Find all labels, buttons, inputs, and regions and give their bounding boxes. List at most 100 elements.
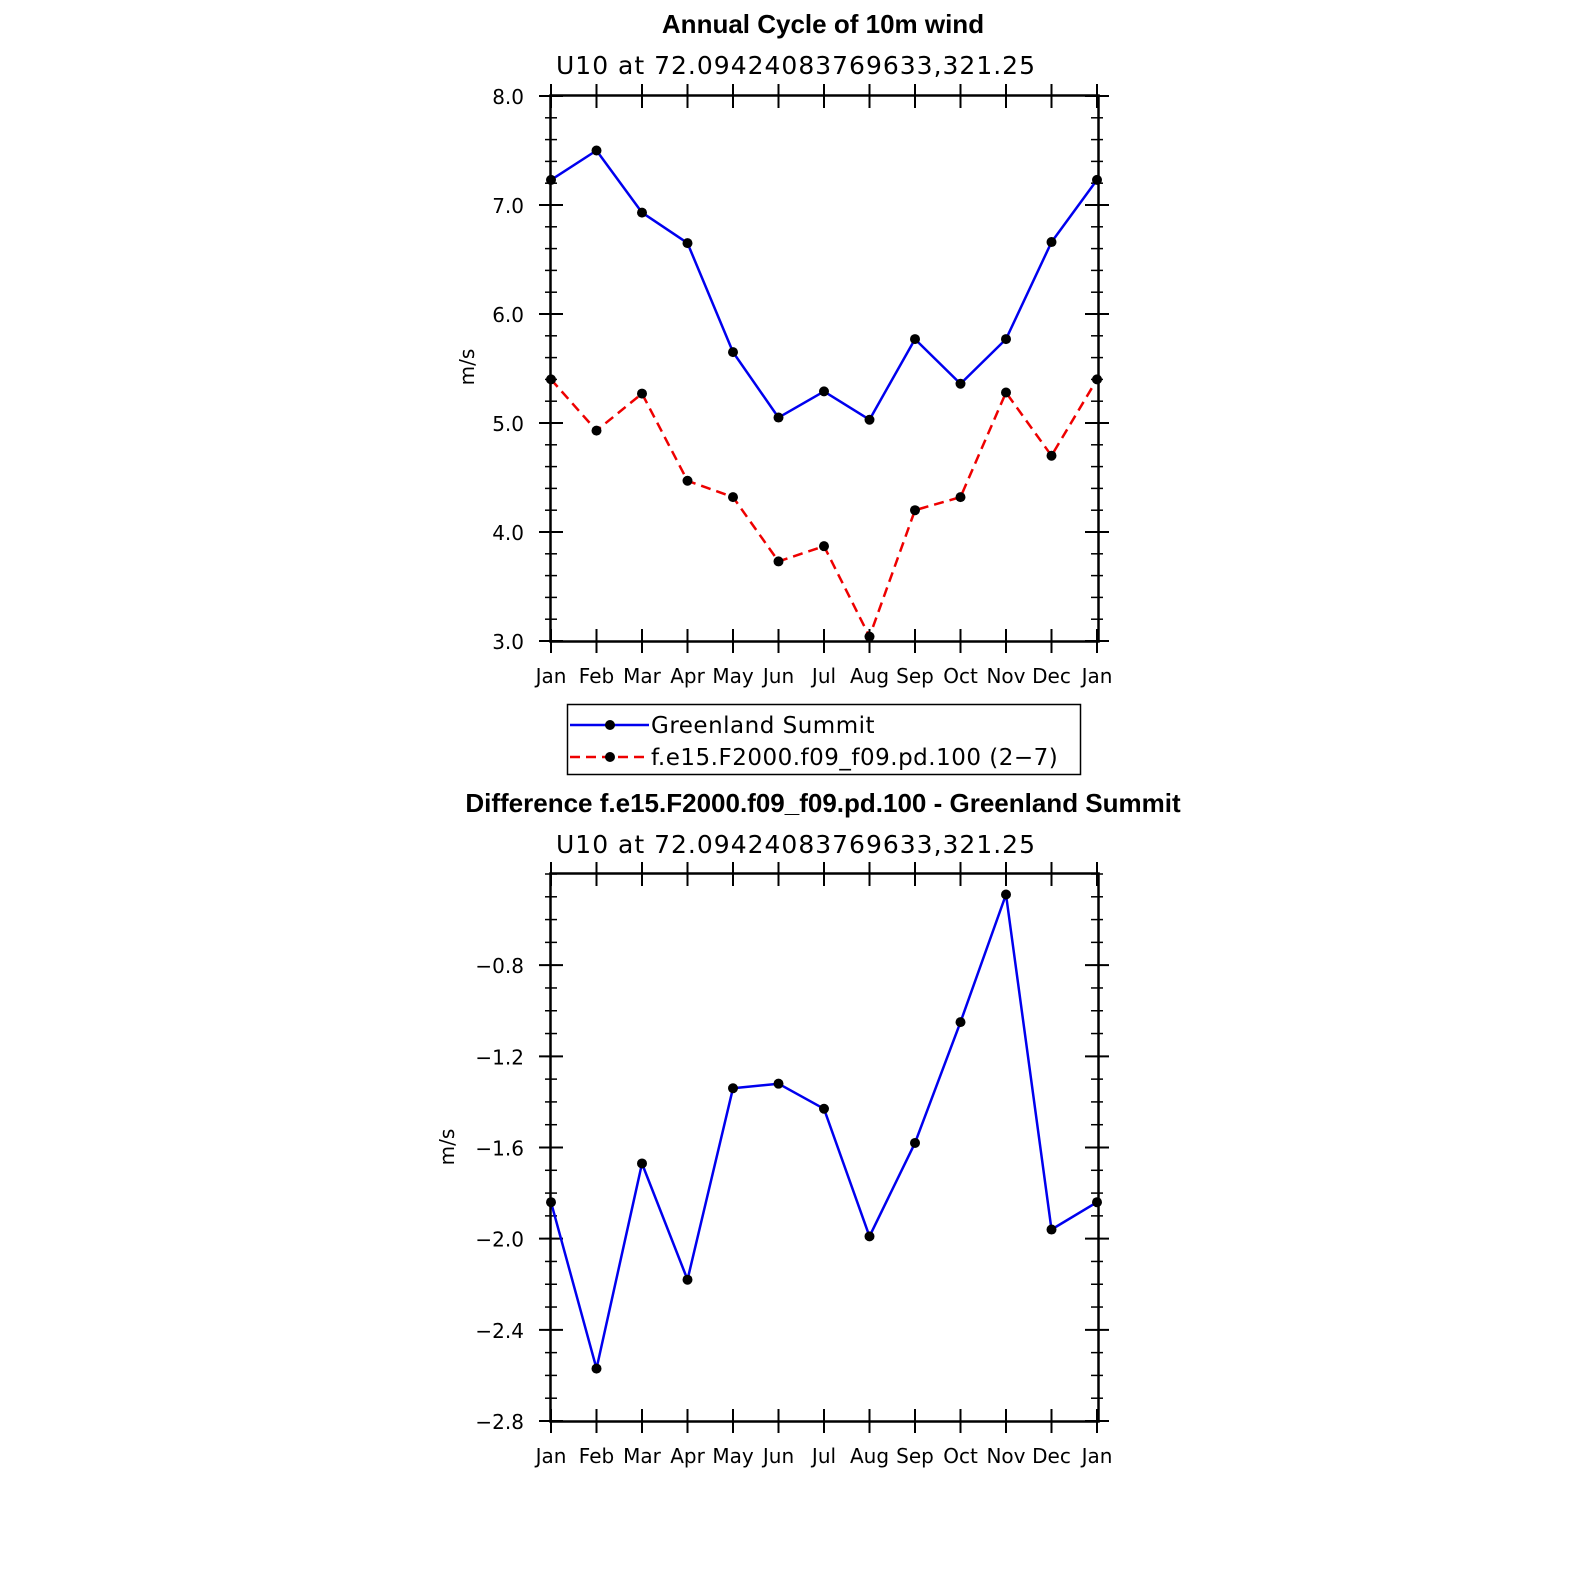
- difference-chart: Difference f.e15.F2000.f09_f09.pd.100 - …: [435, 788, 1181, 1468]
- legend: Greenland Summit f.e15.F2000.f09_f09.pd.…: [566, 703, 1082, 776]
- x-tick-label: Apr: [670, 664, 705, 688]
- data-point: [682, 238, 693, 249]
- x-tick-label: May: [712, 664, 754, 688]
- data-point: [955, 378, 966, 389]
- data-point: [728, 1083, 738, 1094]
- y-tick-label: −0.8: [475, 954, 524, 978]
- data-point: [819, 541, 829, 552]
- x-tick-label: Nov: [986, 1444, 1025, 1468]
- x-tick-label: Apr: [670, 1444, 705, 1468]
- y-tick-label: 6.0: [492, 303, 524, 327]
- data-point: [591, 145, 602, 156]
- chart-title: Difference f.e15.F2000.f09_f09.pd.100 - …: [465, 788, 1181, 818]
- y-tick-label: 3.0: [492, 630, 524, 654]
- data-point: [910, 1137, 920, 1148]
- data-point: [773, 412, 784, 423]
- data-point: [728, 492, 738, 503]
- x-tick-label: Jul: [810, 664, 836, 688]
- data-point: [1001, 334, 1011, 345]
- data-point: [864, 414, 875, 425]
- y-tick-label: 7.0: [492, 194, 524, 218]
- y-tick-label: 4.0: [492, 521, 524, 545]
- plot-frame: [549, 872, 1100, 1423]
- x-tick-label: Jan: [534, 1444, 567, 1468]
- data-point: [1092, 374, 1102, 385]
- x-tick-label: Sep: [896, 1444, 934, 1468]
- tick-labels: Jan Feb Mar Apr May Jun Jul Aug Sep Oct Nov Dec Jan 3…: [492, 85, 1112, 688]
- x-tick-label: Jan: [1080, 664, 1113, 688]
- legend-marker-greenland-summit: [605, 720, 615, 730]
- x-tick-label: Dec: [1032, 664, 1071, 688]
- x-tick-label: May: [712, 1444, 754, 1468]
- x-tick-label: Aug: [850, 1444, 889, 1468]
- data-point: [682, 475, 693, 486]
- data-point: [864, 631, 875, 642]
- x-tick-label: Dec: [1032, 1444, 1071, 1468]
- data-point: [728, 347, 738, 358]
- legend-marker-model: [605, 752, 615, 762]
- y-tick-label: −2.8: [475, 1410, 524, 1434]
- x-tick-label: Sep: [896, 664, 934, 688]
- data-point: [773, 556, 784, 567]
- x-tick-label: Jun: [761, 1444, 794, 1468]
- x-tick-label: Oct: [943, 664, 978, 688]
- y-axis-label: m/s: [455, 349, 479, 386]
- legend-box: [566, 703, 1082, 776]
- data-point: [1046, 237, 1057, 248]
- x-tick-label: Jun: [761, 664, 794, 688]
- data-point: [864, 1231, 875, 1242]
- data-point: [637, 1158, 647, 1169]
- y-tick-label: −1.2: [475, 1045, 524, 1069]
- chart-title: Annual Cycle of 10m wind: [662, 9, 984, 39]
- data-point: [1001, 889, 1011, 900]
- ticks: [539, 862, 1109, 1433]
- data-point: [1001, 387, 1011, 398]
- chart-subtitle: U10 at 72.09424083769633,321.25: [556, 51, 1036, 80]
- x-tick-label: Jul: [810, 1444, 836, 1468]
- chart-subtitle: U10 at 72.09424083769633,321.25: [556, 830, 1036, 859]
- legend-label-greenland-summit: Greenland Summit: [651, 713, 875, 739]
- series-layer: [546, 145, 1102, 642]
- x-tick-label: Nov: [986, 664, 1025, 688]
- tick-labels: Jan Feb Mar Apr May Jun Jul Aug Sep Oct Nov Dec Jan−…: [475, 954, 1112, 1468]
- data-point: [1092, 1197, 1102, 1208]
- y-axis-label: m/s: [435, 1129, 459, 1166]
- data-point: [1092, 174, 1102, 185]
- data-point: [773, 1078, 784, 1089]
- x-tick-label: Jan: [1080, 1444, 1113, 1468]
- data-point: [1046, 1224, 1057, 1235]
- data-point: [637, 207, 647, 218]
- ticks: [539, 84, 1109, 653]
- x-tick-label: Jan: [534, 664, 567, 688]
- annual-cycle-chart: Annual Cycle of 10m wind U10 at 72.09424…: [455, 9, 1112, 688]
- data-point: [1046, 450, 1057, 461]
- data-point: [955, 492, 966, 503]
- y-tick-label: −2.4: [475, 1319, 524, 1343]
- x-tick-label: Feb: [579, 1444, 614, 1468]
- data-point: [682, 1274, 693, 1285]
- x-tick-label: Mar: [623, 1444, 662, 1468]
- data-point: [955, 1017, 966, 1028]
- legend-label-model: f.e15.F2000.f09_f09.pd.100 (2−7): [651, 745, 1058, 771]
- x-tick-label: Feb: [579, 664, 614, 688]
- data-point: [910, 334, 920, 345]
- data-point: [591, 1363, 602, 1374]
- data-point: [910, 505, 920, 516]
- y-tick-label: 5.0: [492, 412, 524, 436]
- data-point: [819, 1103, 829, 1114]
- y-tick-label: −1.6: [475, 1137, 524, 1161]
- x-tick-label: Oct: [943, 1444, 978, 1468]
- x-tick-label: Mar: [623, 664, 662, 688]
- series-layer: [546, 889, 1102, 1374]
- series-line-0: [549, 893, 1098, 1370]
- series-line-1: [550, 378, 1099, 638]
- y-tick-label: 8.0: [492, 85, 524, 109]
- data-point: [637, 388, 647, 399]
- x-tick-label: Aug: [850, 664, 889, 688]
- y-tick-label: −2.0: [475, 1228, 524, 1252]
- data-point: [819, 386, 829, 397]
- data-point: [591, 425, 602, 436]
- plot-frame: [549, 94, 1100, 643]
- series-line-0: [550, 149, 1099, 421]
